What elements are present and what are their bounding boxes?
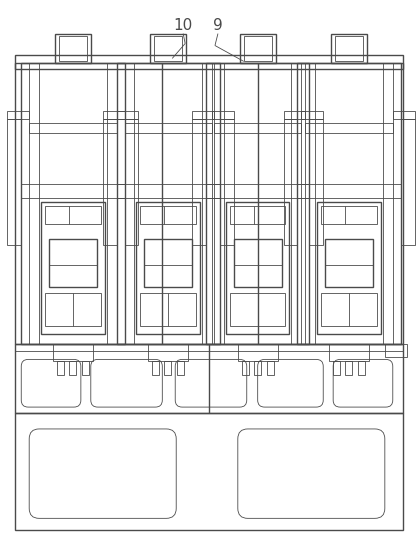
Bar [103,119,117,246]
Bar [254,362,261,375]
Text: 9: 9 [213,18,223,33]
Bar [29,124,117,133]
Bar [192,112,214,119]
Bar [21,184,125,198]
Bar [150,34,186,63]
Bar [283,112,306,119]
Bar [137,202,200,333]
Bar [335,36,363,61]
Bar [192,119,206,246]
Bar [15,344,403,413]
Bar [206,184,309,198]
Bar [301,112,323,119]
Bar [145,239,192,287]
Bar [325,239,373,287]
Bar [153,362,159,375]
Bar [41,202,104,333]
Bar [214,124,301,133]
Bar [206,63,309,344]
Bar [238,344,278,362]
Bar [140,293,196,326]
Bar [283,119,298,246]
Bar [393,112,415,119]
Bar [148,344,188,362]
Bar [57,362,64,375]
Bar [53,344,93,362]
Bar [244,36,272,61]
Bar [103,112,125,119]
Text: 10: 10 [173,18,193,33]
Bar [15,63,403,344]
Bar [15,413,403,530]
Bar [8,112,29,119]
Bar [45,293,101,326]
Bar [383,63,393,344]
Bar [306,124,393,133]
Bar [298,63,401,344]
Bar [345,362,352,375]
Bar [177,362,184,375]
Bar [117,112,138,119]
Bar [230,293,285,326]
Bar [212,112,234,119]
Bar [117,63,220,344]
Bar [202,63,212,344]
Bar [306,63,315,344]
Bar [214,63,224,344]
Bar [331,34,367,63]
Bar [107,63,117,344]
Bar [59,36,87,61]
Bar [321,206,377,224]
Bar [298,184,401,198]
Bar [154,36,182,61]
Bar [55,34,91,63]
Bar [45,206,101,224]
Bar [267,362,273,375]
Bar [291,63,301,344]
Bar [242,362,249,375]
Bar [15,344,403,351]
Bar [49,239,97,287]
Bar [226,202,289,333]
Bar [240,34,275,63]
Bar [21,63,125,344]
Bar [230,206,285,224]
Bar [82,362,89,375]
Bar [125,63,135,344]
Bar [385,344,407,357]
Bar [117,184,220,198]
Bar [321,293,377,326]
Bar [309,119,323,246]
Bar [164,362,171,375]
Bar [329,344,369,362]
Bar [125,119,138,246]
Bar [333,362,340,375]
Bar [69,362,76,375]
Bar [29,63,39,344]
Bar [401,119,415,246]
Bar [15,55,403,69]
Bar [317,202,381,333]
Bar [358,362,365,375]
Bar [140,206,196,224]
Bar [234,239,281,287]
Bar [220,119,234,246]
Bar [125,124,212,133]
Bar [8,119,21,246]
